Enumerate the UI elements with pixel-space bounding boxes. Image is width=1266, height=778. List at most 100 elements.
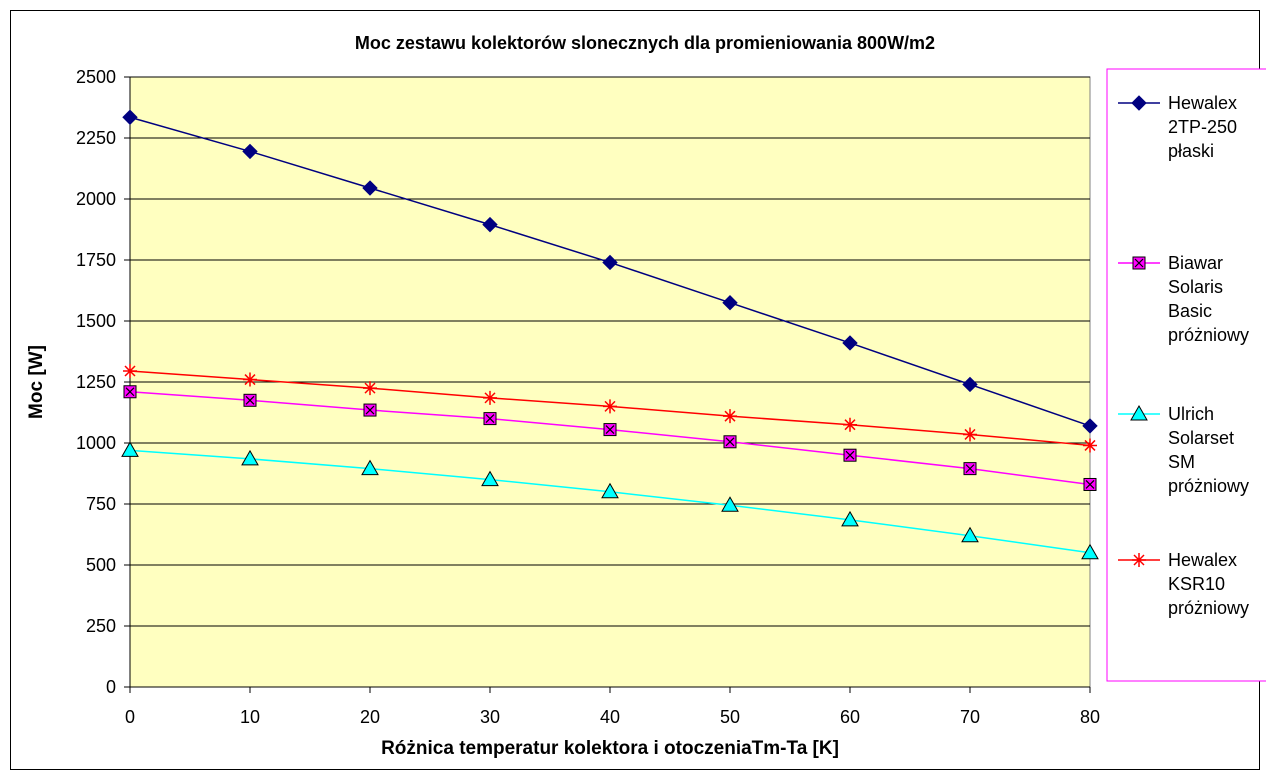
asterisk-marker bbox=[1132, 553, 1146, 567]
y-tick-label: 1750 bbox=[76, 250, 116, 270]
diamond-marker bbox=[362, 180, 378, 196]
x-mark bbox=[725, 437, 735, 447]
y-tick-label: 2000 bbox=[76, 189, 116, 209]
legend-entry: Hewalex KSR10 próżniowy bbox=[1118, 550, 1249, 618]
data-point bbox=[723, 409, 737, 424]
data-point bbox=[841, 510, 859, 527]
legend-label: próżniowy bbox=[1168, 476, 1249, 496]
series-group bbox=[121, 109, 1099, 560]
data-point bbox=[603, 423, 617, 437]
y-tick-label: 1500 bbox=[76, 311, 116, 331]
diamond-marker bbox=[1131, 95, 1147, 111]
data-point bbox=[1132, 256, 1146, 270]
legend-label: Hewalex bbox=[1168, 550, 1237, 570]
diamond-marker bbox=[842, 335, 858, 351]
data-point bbox=[962, 376, 978, 393]
series-3 bbox=[121, 441, 1099, 560]
data-point bbox=[843, 417, 857, 432]
y-tick-label: 2250 bbox=[76, 128, 116, 148]
diamond-marker bbox=[122, 109, 138, 125]
data-point bbox=[1083, 477, 1097, 491]
data-point bbox=[1132, 553, 1146, 567]
data-point bbox=[963, 462, 977, 476]
data-point bbox=[243, 372, 257, 387]
asterisk-marker bbox=[483, 390, 497, 405]
asterisk-marker bbox=[243, 372, 257, 387]
data-point bbox=[842, 335, 858, 351]
asterisk-marker bbox=[1083, 438, 1097, 453]
data-point bbox=[1131, 95, 1147, 111]
x-tick-label: 0 bbox=[125, 707, 135, 727]
triangle-marker bbox=[241, 449, 259, 466]
data-point bbox=[242, 143, 258, 160]
data-point bbox=[483, 412, 497, 426]
asterisk-marker bbox=[363, 381, 377, 396]
x-mark bbox=[1134, 258, 1144, 268]
data-point bbox=[602, 254, 618, 271]
triangle-marker bbox=[1081, 543, 1099, 560]
triangle-marker bbox=[961, 526, 979, 543]
diamond-marker bbox=[1082, 418, 1098, 434]
triangle-marker bbox=[841, 510, 859, 527]
series-2 bbox=[123, 385, 1097, 491]
y-tick-label: 0 bbox=[106, 677, 116, 697]
data-point bbox=[362, 180, 378, 196]
data-point bbox=[723, 435, 737, 449]
x-tick-label: 20 bbox=[360, 707, 380, 727]
y-axis-label: Moc [W] bbox=[26, 345, 47, 419]
data-point bbox=[122, 109, 138, 125]
triangle-marker bbox=[481, 470, 499, 487]
legend-label: Hewalex bbox=[1168, 93, 1237, 113]
data-point bbox=[241, 449, 259, 466]
data-point bbox=[481, 470, 499, 487]
diamond-marker bbox=[242, 143, 258, 160]
x-mark bbox=[365, 405, 375, 415]
legend-label: Ulrich bbox=[1168, 404, 1214, 424]
legend-label: Solarset bbox=[1168, 428, 1234, 448]
data-point bbox=[963, 427, 977, 442]
asterisk-marker bbox=[963, 427, 977, 442]
data-point bbox=[123, 364, 137, 379]
legend-box bbox=[1106, 68, 1266, 682]
x-axis-label: Różnica temperatur kolektora i otoczenia… bbox=[381, 738, 839, 759]
asterisk-marker bbox=[603, 399, 617, 414]
data-point bbox=[601, 482, 619, 499]
asterisk-marker bbox=[123, 364, 137, 379]
x-mark bbox=[485, 414, 495, 424]
legend-label: Solaris bbox=[1168, 277, 1223, 297]
x-mark bbox=[965, 464, 975, 474]
x-tick-label: 30 bbox=[480, 707, 500, 727]
triangle-marker bbox=[361, 459, 379, 476]
x-mark bbox=[1085, 480, 1095, 489]
asterisk-marker bbox=[723, 409, 737, 424]
data-point bbox=[843, 448, 857, 462]
y-tick-label: 500 bbox=[86, 555, 116, 575]
data-point bbox=[243, 393, 257, 407]
asterisk-marker bbox=[843, 417, 857, 432]
data-point bbox=[722, 294, 738, 311]
y-tick-label: 1250 bbox=[76, 372, 116, 392]
data-point bbox=[363, 403, 377, 417]
diamond-marker bbox=[602, 254, 618, 271]
diamond-marker bbox=[482, 216, 498, 233]
legend-label: próżniowy bbox=[1168, 598, 1249, 618]
y-tick-label: 750 bbox=[86, 494, 116, 514]
legend-label: Basic bbox=[1168, 301, 1212, 321]
data-point bbox=[721, 496, 739, 512]
y-tick-label: 1000 bbox=[76, 433, 116, 453]
legend-label: 2TP-250 bbox=[1168, 117, 1237, 137]
data-point bbox=[1083, 438, 1097, 453]
y-tick-labels: 0 250 500 750 1000 1250 1500 1750 2000 2250 2500 bbox=[76, 67, 116, 697]
x-tick-label: 10 bbox=[240, 707, 260, 727]
triangle-marker bbox=[601, 482, 619, 499]
legend-label: płaski bbox=[1168, 141, 1214, 161]
legend-label: KSR10 bbox=[1168, 574, 1225, 594]
legend: Hewalex 2TP-250 płaski Biawar Solaris Basic pr… bbox=[1118, 93, 1249, 618]
x-tick-label: 60 bbox=[840, 707, 860, 727]
y-tick-label: 2500 bbox=[76, 67, 116, 87]
x-tick-label: 70 bbox=[960, 707, 980, 727]
data-point bbox=[483, 390, 497, 405]
series-4 bbox=[123, 364, 1097, 453]
x-tick-label: 80 bbox=[1080, 707, 1100, 727]
